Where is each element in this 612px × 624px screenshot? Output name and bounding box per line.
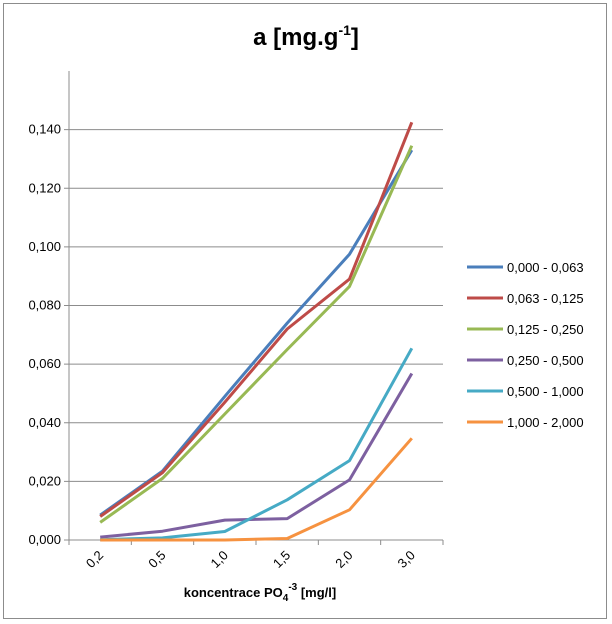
legend-entry: 0,000 - 0,063 [507, 260, 584, 275]
y-tick-label: 0,140 [28, 122, 61, 137]
y-tick-label: 0,100 [28, 239, 61, 254]
y-tick-label: 0,080 [28, 298, 61, 313]
series-line [100, 372, 414, 539]
series-line [99, 149, 414, 517]
legend-entry: 1,000 - 2,000 [507, 415, 584, 430]
y-tick-label: 0,060 [28, 356, 61, 371]
x-tick-label: 2,0 [332, 548, 355, 571]
legend-entry: 0,063 - 0,125 [507, 291, 584, 306]
y-tick-label: 0,120 [28, 180, 61, 195]
x-axis-label: koncentrace PO4-3 [mg/l] [184, 582, 336, 604]
legend: 0,000 - 0,063 0,063 - 0,125 0,125 - 0,250 0… [467, 260, 584, 430]
series-line [99, 145, 414, 524]
legend-entry: 0,500 - 1,000 [507, 384, 584, 399]
y-tick-label: 0,020 [28, 473, 61, 488]
x-tick-label: 1,0 [208, 548, 231, 571]
x-tick-label: 1,5 [270, 548, 293, 571]
y-axis-tick-labels: 0,000 0,020 0,040 0,060 0,080 0,100 0,120 0,140 [28, 122, 61, 547]
x-tick-label: 0,5 [145, 548, 168, 571]
axes [64, 71, 444, 545]
series-line [100, 437, 413, 542]
x-axis-tick-labels: 0,2 0,5 1,0 1,5 2,0 3,0 [83, 548, 418, 571]
x-tick-label: 3,0 [395, 548, 418, 571]
chart-frame [3, 3, 607, 619]
y-tick-label: 0,040 [28, 415, 61, 430]
series-lines [99, 121, 414, 542]
legend-entry: 0,250 - 0,500 [507, 353, 584, 368]
chart-title: a [mg.g-1] [253, 22, 359, 51]
series-line [100, 347, 414, 542]
gridlines [69, 129, 443, 482]
x-tick-label: 0,2 [83, 548, 106, 571]
series-line [99, 121, 414, 518]
legend-entry: 0,125 - 0,250 [507, 322, 584, 337]
y-tick-label: 0,000 [28, 532, 61, 547]
